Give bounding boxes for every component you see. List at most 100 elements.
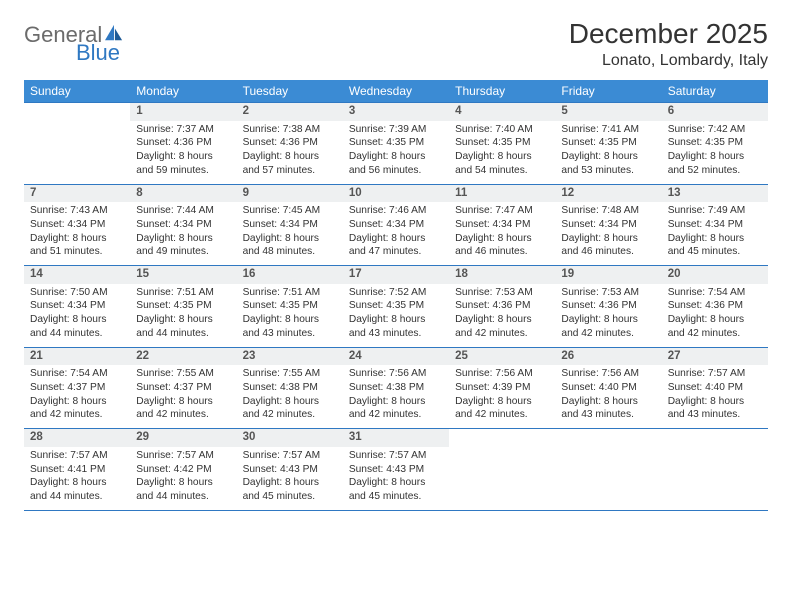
sunset-line: Sunset: 4:34 PM [561, 218, 655, 232]
sunrise-line: Sunrise: 7:48 AM [561, 204, 655, 218]
day-content-cell [555, 447, 661, 511]
header: GeneralBlue December 2025 Lonato, Lombar… [24, 18, 768, 70]
daylight-line: Daylight: 8 hours and 49 minutes. [136, 232, 230, 260]
sunrise-line: Sunrise: 7:50 AM [30, 286, 124, 300]
day-number-cell: 5 [555, 103, 661, 121]
sunrise-line: Sunrise: 7:56 AM [349, 367, 443, 381]
sunset-line: Sunset: 4:35 PM [561, 136, 655, 150]
day-number-cell: 22 [130, 347, 236, 365]
sunset-line: Sunset: 4:35 PM [243, 299, 337, 313]
daylight-line: Daylight: 8 hours and 57 minutes. [243, 150, 337, 178]
calendar-table: Sunday Monday Tuesday Wednesday Thursday… [24, 80, 768, 511]
daylight-line: Daylight: 8 hours and 42 minutes. [668, 313, 762, 341]
sunset-line: Sunset: 4:36 PM [455, 299, 549, 313]
day-content-cell: Sunrise: 7:52 AMSunset: 4:35 PMDaylight:… [343, 284, 449, 348]
day-content-cell: Sunrise: 7:54 AMSunset: 4:37 PMDaylight:… [24, 365, 130, 429]
sunrise-line: Sunrise: 7:38 AM [243, 123, 337, 137]
sunset-line: Sunset: 4:43 PM [349, 463, 443, 477]
sunrise-line: Sunrise: 7:44 AM [136, 204, 230, 218]
title-block: December 2025 Lonato, Lombardy, Italy [569, 18, 768, 70]
week-content-row: Sunrise: 7:54 AMSunset: 4:37 PMDaylight:… [24, 365, 768, 429]
day-number-cell: 19 [555, 266, 661, 284]
day-content-cell: Sunrise: 7:37 AMSunset: 4:36 PMDaylight:… [130, 121, 236, 185]
day-number-cell: 17 [343, 266, 449, 284]
sunset-line: Sunset: 4:34 PM [243, 218, 337, 232]
daylight-line: Daylight: 8 hours and 45 minutes. [668, 232, 762, 260]
day-content-cell: Sunrise: 7:40 AMSunset: 4:35 PMDaylight:… [449, 121, 555, 185]
day-number-cell: 2 [237, 103, 343, 121]
day-content-cell: Sunrise: 7:57 AMSunset: 4:43 PMDaylight:… [237, 447, 343, 511]
day-content-cell: Sunrise: 7:56 AMSunset: 4:38 PMDaylight:… [343, 365, 449, 429]
daylight-line: Daylight: 8 hours and 43 minutes. [668, 395, 762, 423]
sunrise-line: Sunrise: 7:49 AM [668, 204, 762, 218]
sunrise-line: Sunrise: 7:55 AM [136, 367, 230, 381]
sunrise-line: Sunrise: 7:52 AM [349, 286, 443, 300]
sunrise-line: Sunrise: 7:57 AM [30, 449, 124, 463]
day-number-cell: 14 [24, 266, 130, 284]
day-number-cell: 3 [343, 103, 449, 121]
daylight-line: Daylight: 8 hours and 44 minutes. [136, 476, 230, 504]
daylight-line: Daylight: 8 hours and 44 minutes. [30, 313, 124, 341]
daylight-line: Daylight: 8 hours and 42 minutes. [30, 395, 124, 423]
day-content-cell [449, 447, 555, 511]
day-number-cell: 31 [343, 429, 449, 447]
week-content-row: Sunrise: 7:37 AMSunset: 4:36 PMDaylight:… [24, 121, 768, 185]
day-number-cell: 29 [130, 429, 236, 447]
sunset-line: Sunset: 4:37 PM [30, 381, 124, 395]
daylight-line: Daylight: 8 hours and 44 minutes. [30, 476, 124, 504]
sunset-line: Sunset: 4:37 PM [136, 381, 230, 395]
day-content-cell: Sunrise: 7:49 AMSunset: 4:34 PMDaylight:… [662, 202, 768, 266]
day-content-cell: Sunrise: 7:41 AMSunset: 4:35 PMDaylight:… [555, 121, 661, 185]
sunset-line: Sunset: 4:38 PM [349, 381, 443, 395]
day-content-cell [662, 447, 768, 511]
day-number-cell: 7 [24, 184, 130, 202]
sunset-line: Sunset: 4:35 PM [349, 299, 443, 313]
sunset-line: Sunset: 4:34 PM [30, 299, 124, 313]
daylight-line: Daylight: 8 hours and 43 minutes. [349, 313, 443, 341]
week-content-row: Sunrise: 7:57 AMSunset: 4:41 PMDaylight:… [24, 447, 768, 511]
day-content-cell: Sunrise: 7:38 AMSunset: 4:36 PMDaylight:… [237, 121, 343, 185]
day-content-cell: Sunrise: 7:47 AMSunset: 4:34 PMDaylight:… [449, 202, 555, 266]
sunrise-line: Sunrise: 7:56 AM [561, 367, 655, 381]
sunset-line: Sunset: 4:39 PM [455, 381, 549, 395]
sunset-line: Sunset: 4:34 PM [668, 218, 762, 232]
sunset-line: Sunset: 4:36 PM [136, 136, 230, 150]
daylight-line: Daylight: 8 hours and 42 minutes. [561, 313, 655, 341]
day-content-cell: Sunrise: 7:53 AMSunset: 4:36 PMDaylight:… [449, 284, 555, 348]
sunset-line: Sunset: 4:42 PM [136, 463, 230, 477]
day-header: Tuesday [237, 80, 343, 103]
sunset-line: Sunset: 4:34 PM [136, 218, 230, 232]
week-daynum-row: 21222324252627 [24, 347, 768, 365]
day-number-cell [449, 429, 555, 447]
day-number-cell: 15 [130, 266, 236, 284]
day-content-cell: Sunrise: 7:57 AMSunset: 4:40 PMDaylight:… [662, 365, 768, 429]
day-content-cell: Sunrise: 7:54 AMSunset: 4:36 PMDaylight:… [662, 284, 768, 348]
sunrise-line: Sunrise: 7:42 AM [668, 123, 762, 137]
day-number-cell: 10 [343, 184, 449, 202]
sunset-line: Sunset: 4:40 PM [668, 381, 762, 395]
sunrise-line: Sunrise: 7:54 AM [668, 286, 762, 300]
daylight-line: Daylight: 8 hours and 42 minutes. [136, 395, 230, 423]
day-content-cell: Sunrise: 7:45 AMSunset: 4:34 PMDaylight:… [237, 202, 343, 266]
day-content-cell: Sunrise: 7:48 AMSunset: 4:34 PMDaylight:… [555, 202, 661, 266]
day-number-cell: 18 [449, 266, 555, 284]
day-content-cell: Sunrise: 7:51 AMSunset: 4:35 PMDaylight:… [237, 284, 343, 348]
day-content-cell [24, 121, 130, 185]
daylight-line: Daylight: 8 hours and 42 minutes. [455, 313, 549, 341]
sunrise-line: Sunrise: 7:57 AM [349, 449, 443, 463]
sunset-line: Sunset: 4:34 PM [30, 218, 124, 232]
daylight-line: Daylight: 8 hours and 42 minutes. [349, 395, 443, 423]
day-header-row: Sunday Monday Tuesday Wednesday Thursday… [24, 80, 768, 103]
day-number-cell: 4 [449, 103, 555, 121]
sunset-line: Sunset: 4:35 PM [349, 136, 443, 150]
day-number-cell: 16 [237, 266, 343, 284]
sunset-line: Sunset: 4:34 PM [349, 218, 443, 232]
day-content-cell: Sunrise: 7:57 AMSunset: 4:43 PMDaylight:… [343, 447, 449, 511]
day-content-cell: Sunrise: 7:55 AMSunset: 4:38 PMDaylight:… [237, 365, 343, 429]
sunset-line: Sunset: 4:35 PM [136, 299, 230, 313]
day-number-cell [555, 429, 661, 447]
day-content-cell: Sunrise: 7:39 AMSunset: 4:35 PMDaylight:… [343, 121, 449, 185]
sunrise-line: Sunrise: 7:57 AM [668, 367, 762, 381]
sunset-line: Sunset: 4:41 PM [30, 463, 124, 477]
month-title: December 2025 [569, 18, 768, 50]
